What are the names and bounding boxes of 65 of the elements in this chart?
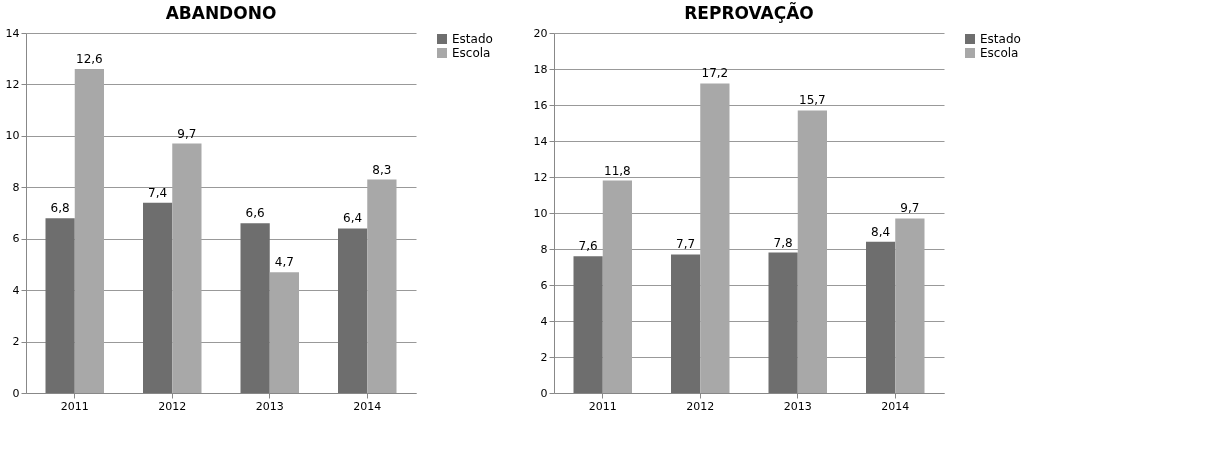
y-tick-label: 2 [12,335,20,349]
data-label: 9,7 [900,201,920,216]
bar [338,228,368,393]
data-label: 7,8 [773,235,793,250]
legend-label: Estado [452,32,493,46]
x-tick-label: 2011 [588,399,617,413]
legend-label: Escola [980,46,1019,60]
bar [269,272,299,393]
y-tick-label: 8 [540,242,548,256]
bar [797,110,827,393]
data-label: 7,7 [676,237,696,252]
y-tick-label: 0 [12,386,20,400]
data-label: 6,6 [245,206,265,221]
bar [74,69,104,393]
bar [602,180,632,393]
y-tick-label: 10 [5,129,20,143]
data-label: 11,8 [604,163,631,178]
data-label: 9,7 [177,126,197,141]
y-tick-label: 14 [5,26,20,40]
x-tick-label: 2013 [255,399,284,413]
bar [700,83,730,393]
bar [573,256,603,393]
bar [768,252,798,393]
data-label: 7,4 [148,185,168,200]
y-tick-label: 4 [540,314,548,328]
bar [172,143,202,393]
data-label: 17,2 [701,66,729,81]
y-tick-label: 12 [533,170,548,184]
y-tick-label: 16 [533,98,548,112]
chart-title: ABANDONO [165,3,277,23]
y-tick-label: 10 [533,206,548,220]
bar [240,223,270,393]
data-label: 6,4 [343,211,363,226]
bar [143,202,173,393]
x-tick-label: 2014 [881,399,910,413]
data-label: 4,7 [274,255,294,270]
bar [895,218,925,393]
bar [367,179,397,393]
chart-title: REPROVAÇÃO [684,1,814,23]
data-label: 6,8 [50,201,70,216]
data-label: 8,3 [372,162,392,177]
x-tick-label: 2012 [158,399,187,413]
data-label: 15,7 [799,93,826,108]
data-label: 8,4 [871,224,891,239]
x-tick-label: 2013 [783,399,812,413]
y-tick-label: 8 [12,180,20,194]
y-tick-label: 14 [533,134,548,148]
y-tick-label: 4 [12,283,20,297]
x-tick-label: 2012 [686,399,715,413]
y-tick-label: 6 [540,278,548,292]
y-tick-label: 18 [533,62,548,76]
x-tick-label: 2014 [353,399,382,413]
bar [45,218,75,393]
data-label: 7,6 [578,239,598,254]
y-tick-label: 12 [5,77,20,91]
y-tick-label: 2 [540,350,548,364]
y-tick-label: 6 [12,232,20,246]
data-label: 12,6 [76,52,103,66]
y-tick-label: 20 [533,26,548,40]
legend-label: Escola [452,46,491,60]
legend-label: Estado [980,32,1021,46]
y-tick-label: 0 [540,386,548,400]
bar [671,254,701,393]
bar [866,241,896,393]
x-tick-label: 2011 [60,399,89,413]
